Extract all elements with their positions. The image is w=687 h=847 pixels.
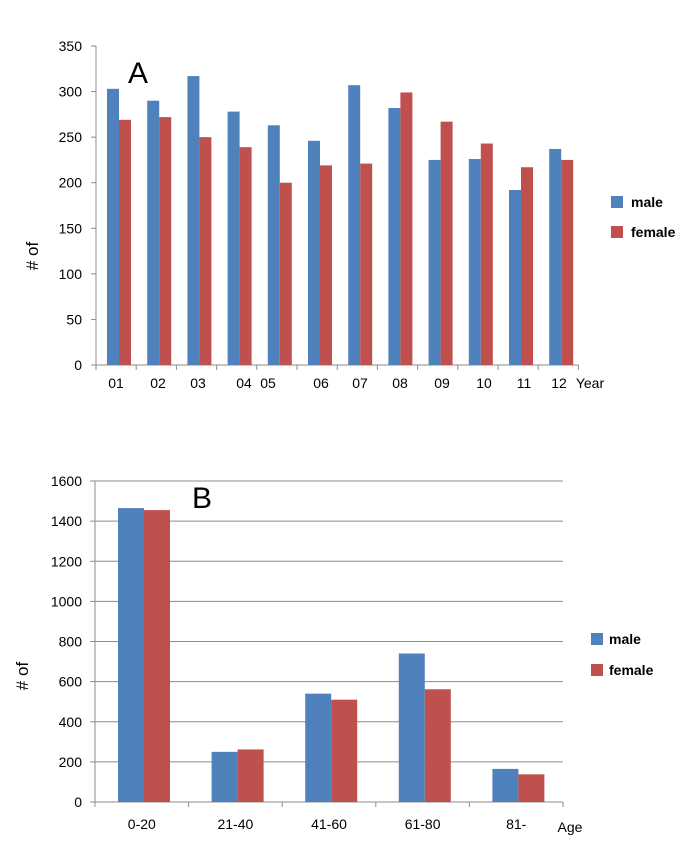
- y-tick-label: 200: [59, 175, 83, 191]
- x-tick-label: 06: [313, 375, 329, 391]
- bar-male-81-: [492, 768, 519, 802]
- x-tick-label: 0-20: [128, 816, 156, 832]
- y-tick-label: 1000: [51, 593, 82, 609]
- y-tick-label: 50: [66, 311, 82, 327]
- x-tick-label: 10: [476, 375, 492, 391]
- bar-male-07: [348, 85, 361, 365]
- panel-label: A: [128, 57, 148, 90]
- bar-male-09: [428, 159, 441, 365]
- x-axis-title: Age: [558, 819, 583, 835]
- y-tick-label: 300: [59, 84, 83, 100]
- bar-female-05: [279, 182, 292, 365]
- x-tick-label: 09: [434, 375, 450, 391]
- y-tick-label: 100: [59, 266, 83, 282]
- y-tick-label: 1400: [51, 513, 82, 529]
- x-tick-label: 02: [150, 375, 166, 391]
- bar-female-81-: [518, 774, 545, 802]
- y-tick-label: 250: [59, 129, 83, 145]
- x-tick-label: 12: [551, 375, 567, 391]
- legend-swatch-male: [611, 196, 623, 208]
- y-tick-label: 600: [59, 674, 83, 690]
- bar-male-0-20: [118, 508, 144, 802]
- legend-swatch-female: [591, 664, 603, 676]
- legend-label-female: female: [609, 662, 654, 678]
- x-axis-title: Year: [576, 375, 605, 391]
- bar-male-03: [187, 76, 200, 365]
- bar-female-03: [199, 137, 212, 365]
- bar-female-10: [480, 143, 493, 365]
- bar-female-21-40: [237, 749, 264, 802]
- x-tick-label: 04: [236, 375, 252, 391]
- x-tick-label: 01: [108, 375, 124, 391]
- bar-male-10: [468, 159, 481, 365]
- y-tick-label: 350: [59, 38, 83, 54]
- y-tick-label: 200: [59, 754, 83, 770]
- x-tick-label: 61-80: [405, 816, 441, 832]
- bar-female-41-60: [331, 699, 358, 802]
- x-tick-label: 41-60: [311, 816, 347, 832]
- chart-panel-a: 0 50 100 150 200 250 300 350 01 02 03 04 05 06 07 08 09 1…: [23, 38, 676, 391]
- x-tick-label: 11: [517, 375, 532, 391]
- bar-male-04: [227, 111, 240, 365]
- bar-female-08: [400, 92, 413, 366]
- x-tick-label: 81-: [506, 816, 527, 832]
- bar-female-06: [320, 165, 332, 365]
- bar-male-06: [308, 140, 320, 365]
- bar-female-01: [119, 119, 131, 365]
- legend-swatch-male: [591, 633, 603, 645]
- x-tick-label: 05: [260, 375, 276, 391]
- x-tick-label: 21-40: [217, 816, 253, 832]
- legend-label-female: female: [631, 224, 676, 240]
- y-tick-label: 800: [59, 634, 83, 650]
- bar-male-12: [549, 148, 562, 365]
- bar-male-02: [147, 100, 160, 365]
- y-tick-label: 400: [59, 714, 83, 730]
- bar-female-07: [360, 163, 373, 365]
- bar-male-08: [388, 107, 401, 365]
- legend-label-male: male: [609, 631, 641, 647]
- legend: male female: [591, 631, 654, 678]
- x-tick-label: 08: [392, 375, 408, 391]
- bar-male-05: [267, 125, 280, 366]
- bar-female-61-80: [424, 689, 451, 802]
- panel-label: B: [192, 482, 212, 515]
- bar-male-01: [107, 88, 119, 365]
- bar-female-0-20: [144, 510, 170, 802]
- bar-female-09: [440, 121, 453, 365]
- y-axis-title: # of: [13, 662, 32, 691]
- bar-female-04: [239, 147, 252, 365]
- y-tick-label: 1200: [51, 553, 82, 569]
- bar-male-11: [509, 190, 521, 365]
- legend-swatch-female: [611, 226, 623, 238]
- x-tick-label: 07: [352, 375, 368, 391]
- bar-female-02: [159, 117, 172, 365]
- bar-female-12: [561, 159, 574, 365]
- chart-panel-b: 0 200 400 600 800 1000 1200 1400 1600 0-20 21-40 41…: [13, 473, 654, 835]
- bar-male-41-60: [305, 693, 332, 802]
- y-tick-label: 150: [59, 220, 83, 236]
- bar-female-11: [521, 167, 533, 365]
- bar-male-61-80: [398, 653, 425, 802]
- y-tick-label: 0: [74, 357, 82, 373]
- y-tick-label: 1600: [51, 473, 82, 489]
- y-axis-title: # of: [23, 242, 42, 271]
- x-tick-label: 03: [190, 375, 206, 391]
- y-tick-label: 0: [74, 794, 82, 810]
- bar-male-21-40: [211, 751, 238, 802]
- legend-label-male: male: [631, 194, 663, 210]
- legend: male female: [611, 194, 676, 240]
